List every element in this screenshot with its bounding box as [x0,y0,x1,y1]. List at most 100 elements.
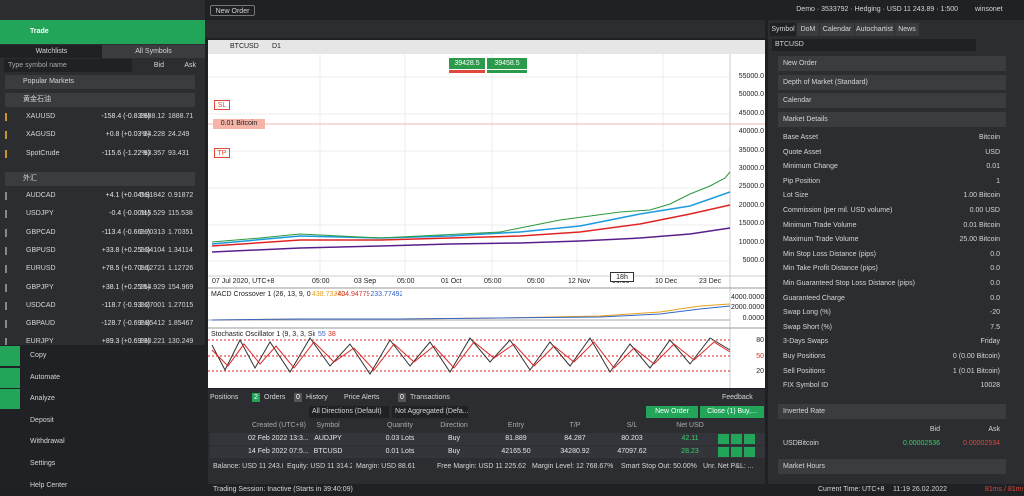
column-header: Symbol [316,422,340,429]
position-cell: BTCUSD [313,448,343,455]
sell-marker [449,70,485,73]
change: +33.8 (+0.25%) [101,246,150,254]
row-action[interactable] [731,447,742,457]
timezone[interactable]: UTC+8 [862,486,885,493]
position-cell: 42.11 [681,435,699,442]
section-header[interactable]: Depth of Market (Standard) [778,75,1006,90]
time-axis-label: 03 Sep [354,278,377,285]
ask: 1.34114 [168,246,193,254]
symbol[interactable]: USDCAD [26,301,56,309]
symbol-search[interactable]: Type symbol name [4,59,132,72]
price-axis-label: 20000.0 [738,201,764,209]
symbol[interactable]: AUDCAD [26,192,56,199]
left-top-bar [0,0,205,19]
chart-timeframe[interactable]: D1 [272,43,281,50]
symbol[interactable]: GBPJPY [26,283,54,291]
detail-label: 3-Days Swaps [783,338,829,346]
group-header[interactable]: 外汇 [5,172,195,186]
row-action[interactable] [718,434,729,444]
row-marker [5,192,7,200]
symbol[interactable]: EURJPY [26,338,54,346]
symbol[interactable]: SpotCrude [26,149,60,157]
sl-label[interactable]: SL [214,100,230,110]
user-name[interactable]: winsonet [975,6,1003,13]
row-action[interactable] [744,447,755,457]
stoch-value: 55 [318,331,326,338]
change: -115.6 (-1.22%) [101,149,150,157]
menu-item[interactable]: Help Center [30,481,68,489]
row-action[interactable] [731,434,742,444]
volume-label[interactable]: 0.01 Bitcoin [213,119,265,129]
account-summary: Balance: USD 11 243.89 [213,463,283,470]
menu-item[interactable]: Copy [30,352,47,359]
positions-tab[interactable]: Transactions [410,394,450,401]
filter-select[interactable]: All Directions (Default) [309,406,389,418]
symbol-search[interactable]: BTCUSD [772,39,976,51]
menu-item[interactable]: Analyze [30,395,55,403]
new-order-button[interactable]: New Order [646,406,698,418]
symbol[interactable]: GBPCAD [26,228,56,236]
chart-symbol[interactable]: BTCUSD [230,43,259,50]
sell-price[interactable]: 39428.5 [449,58,485,69]
time-axis-label: 12 Nov [568,278,591,285]
positions-tab[interactable]: Orders [264,394,286,401]
account-summary: Margin Level: 12 768.67% [532,463,614,470]
row-action[interactable] [718,447,729,457]
macd-value: -233.77492 [368,291,402,298]
positions-tab[interactable]: History [306,394,328,401]
buy-price[interactable]: 39458.5 [487,58,527,69]
position-cell: AUDJPY [314,435,342,442]
group-header[interactable]: 黄金石油 [5,93,195,107]
new-order-button[interactable]: New Order [210,5,255,16]
positions-tab[interactable]: Price Alerts [344,394,380,401]
symbol[interactable]: USDJPY [26,210,54,218]
ask: 93.431 [168,149,190,157]
right-tab[interactable]: Calendar [820,23,854,36]
right-tab[interactable]: DoM [797,23,819,36]
right-tab[interactable]: Autochartist [855,23,894,36]
column-header: T/P [569,422,581,429]
symbol[interactable]: GBPUSD [26,246,56,254]
popular-markets[interactable]: Popular Markets [5,75,195,89]
symbol[interactable]: GBPAUD [26,320,56,328]
close-button[interactable]: Close (1) Buy,... [700,406,764,418]
position-cell: Buy [447,435,461,442]
macd-value: -404.94779 [335,291,369,298]
bid: 1.34104 [139,246,165,254]
status-bar [205,484,1024,496]
menu-item[interactable]: Deposit [30,416,54,424]
symbol[interactable]: XAGUSD [26,131,56,139]
section-header[interactable]: New Order [778,56,1006,71]
menu-item[interactable]: Settings [30,460,56,467]
menu-item[interactable]: Automate [30,373,60,381]
filter-select[interactable]: Not Aggregated (Defa... [392,406,468,418]
detail-label: Swap Long (%) [783,309,831,317]
right-tab[interactable]: News [895,23,919,36]
ask: 1888.71 [168,113,194,120]
stoch-title: Stochastic Oscillator 1 (9, 3, 3, Simple… [211,331,315,338]
section-header[interactable]: Market Details [778,112,1006,127]
watchlist-tab[interactable]: Watchlists [0,45,103,58]
symbol[interactable]: XAUUSD [26,113,56,120]
feedback-link[interactable]: Feedback [722,394,753,401]
symbol[interactable]: EURUSD [26,265,56,273]
detail-label: Lot Size [783,192,809,200]
row-action[interactable] [744,434,755,444]
menu-item[interactable]: Withdrawal [30,438,65,446]
price-axis-label: 50000.0 [738,91,764,99]
detail-value: USD [985,148,1000,156]
time-axis-label: 05:00 [484,278,502,285]
section-header[interactable]: Calendar [778,93,1006,108]
countdown: 18h [610,272,634,282]
time-axis-label: 05:00 [397,278,415,285]
change: -128.7 (-0.69%) [101,320,150,328]
account-info[interactable]: Demo · 3533792 · Hedging · USD 11 243.89… [796,6,958,13]
row-marker [5,149,7,158]
right-tab[interactable]: Symbol [770,23,796,36]
tp-label[interactable]: TP [214,148,230,158]
positions-tab[interactable]: Positions [210,394,239,401]
section-header[interactable]: Market Hours [778,459,1006,474]
section-header[interactable]: Inverted Rate [778,404,1006,419]
buy-marker [487,70,527,73]
watchlist-tab[interactable]: All Symbols [102,45,205,58]
